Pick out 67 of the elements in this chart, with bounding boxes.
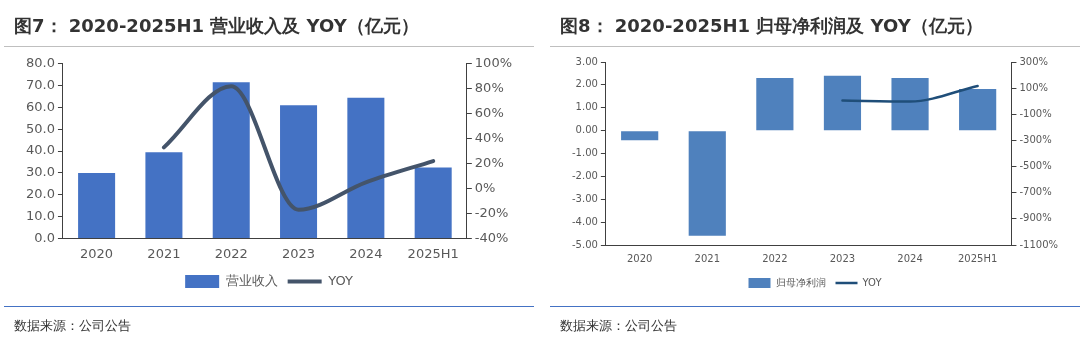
y-tick-label: 80.0 xyxy=(25,55,55,71)
x-tick-label: 2022 xyxy=(762,252,788,264)
legend-label: 营业收入 xyxy=(225,272,278,288)
bar xyxy=(621,131,659,141)
chart-title: 图7： 2020-2025H1 营业收入及 YOY（亿元） xyxy=(4,4,534,47)
y2-tick-label: -300% xyxy=(1019,134,1052,146)
y-tick-label: 0.0 xyxy=(34,229,55,245)
x-tick-label: 2021 xyxy=(694,252,720,264)
x-tick-label: 2023 xyxy=(829,252,856,264)
bar xyxy=(414,167,452,238)
x-tick-label: 2024 xyxy=(349,245,383,261)
y2-tick-label: -20% xyxy=(474,204,509,220)
y2-tick-label: 80% xyxy=(474,80,504,96)
y-tick-label: -4.00 xyxy=(572,215,598,227)
x-tick-label: 2021 xyxy=(147,245,181,261)
y2-tick-label: -100% xyxy=(1019,107,1052,119)
source-note: 数据来源：公司公告 xyxy=(560,318,677,333)
y-tick-label: -5.00 xyxy=(572,238,598,250)
y-tick-label: 1.00 xyxy=(575,101,598,113)
y-tick-label: 30.0 xyxy=(25,164,55,180)
y-tick-label: 3.00 xyxy=(575,55,598,67)
y-tick-label: 50.0 xyxy=(25,120,55,136)
y2-tick-label: -500% xyxy=(1019,160,1052,172)
chart-title: 图8： 2020-2025H1 归母净利润及 YOY（亿元） xyxy=(550,4,1080,47)
x-tick-label: 2020 xyxy=(80,245,114,261)
bar xyxy=(823,75,862,131)
y-tick-label: 2.00 xyxy=(575,78,598,90)
line-series xyxy=(161,84,436,212)
y2-tick-label: -40% xyxy=(474,229,509,245)
x-tick-label: 2025H1 xyxy=(957,252,998,264)
bar xyxy=(78,172,116,238)
y-tick-label: 60.0 xyxy=(25,98,55,114)
bar xyxy=(756,78,794,131)
bar xyxy=(347,97,385,238)
y-tick-label: -3.00 xyxy=(572,192,598,204)
y-tick-label: 40.0 xyxy=(25,142,55,158)
y2-tick-label: 300% xyxy=(1019,55,1049,67)
bar xyxy=(688,131,726,236)
bar xyxy=(212,82,250,238)
y-tick-label: 0.00 xyxy=(575,124,598,136)
x-tick-label: 2022 xyxy=(214,245,248,261)
y-tick-label: -1.00 xyxy=(572,147,598,159)
bar xyxy=(280,105,318,238)
legend-label: YOY xyxy=(327,272,353,288)
y2-tick-label: -1100% xyxy=(1019,238,1058,250)
legend-label: YOY xyxy=(861,276,883,288)
bar xyxy=(145,152,183,238)
bar xyxy=(891,78,929,131)
y2-tick-label: 60% xyxy=(474,105,504,121)
x-tick-label: 2020 xyxy=(626,252,653,264)
y2-tick-label: 20% xyxy=(474,154,504,170)
source-note: 数据来源：公司公告 xyxy=(14,318,131,333)
y2-tick-label: 100% xyxy=(474,55,513,71)
bar xyxy=(959,88,997,131)
y-tick-label: 10.0 xyxy=(25,207,55,223)
x-tick-label: 2023 xyxy=(282,245,316,261)
y2-tick-label: 0% xyxy=(474,179,496,195)
y2-tick-label: -900% xyxy=(1019,212,1052,224)
y2-tick-label: 100% xyxy=(1019,81,1049,93)
x-tick-label: 2024 xyxy=(897,252,923,264)
y2-tick-label: 40% xyxy=(474,130,504,145)
y2-tick-label: -700% xyxy=(1019,186,1052,198)
y-tick-label: -2.00 xyxy=(572,169,598,181)
y-tick-label: 20.0 xyxy=(25,186,55,202)
y-tick-label: 70.0 xyxy=(25,77,55,92)
x-tick-label: 2025H1 xyxy=(407,245,459,261)
legend-label: 归母净利润 xyxy=(775,276,826,288)
